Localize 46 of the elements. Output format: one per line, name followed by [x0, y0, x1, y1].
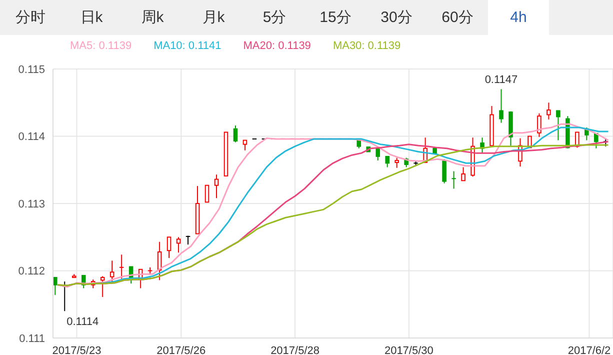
candlestick: [214, 174, 219, 199]
text: MA5: 0.1139: [70, 40, 132, 52]
candlestick: [546, 102, 551, 120]
candlestick: [110, 260, 114, 284]
candlestick: [233, 124, 238, 143]
candlestick: [499, 88, 504, 124]
y-tick-label: 0.112: [18, 266, 45, 278]
candlestick: [100, 276, 105, 298]
text: 4h: [488, 0, 549, 35]
text: MA30: 0.1139: [332, 40, 401, 52]
text: MA10: 0.1141: [154, 40, 222, 52]
x-tick-label: 2017/5/26: [156, 344, 206, 355]
candlestick: [451, 170, 456, 190]
x-tick-label: 2017/6/2: [568, 344, 611, 355]
candlestick: [176, 236, 181, 254]
text: 分时: [14, 8, 46, 28]
y-tick-label: 0.114: [18, 131, 45, 144]
text: 日k: [79, 8, 104, 28]
text: 30分: [380, 8, 414, 28]
candlestick: [118, 254, 124, 280]
x-tick-label: 2017/5/30: [384, 344, 434, 355]
x-tick-label: 2017/5/23: [52, 344, 102, 355]
candlestick: [556, 110, 560, 141]
candlestick: [385, 156, 390, 168]
text: 月k: [201, 8, 226, 28]
text: 周k: [140, 8, 165, 28]
candlestick: [204, 184, 210, 203]
candlestick: [376, 148, 380, 161]
text: MA20: 0.1139: [243, 40, 311, 52]
annotation: 0.1147: [484, 74, 518, 86]
candlestick: [461, 166, 466, 182]
candlestick: [53, 276, 58, 296]
y-tick-label: 0.111: [19, 332, 45, 345]
candlestick: [594, 133, 598, 149]
x-tick-label: 2017/5/28: [270, 344, 320, 355]
candlestick: [166, 236, 172, 258]
candlestick: [537, 112, 542, 138]
annotation: 0.1114: [66, 316, 99, 328]
text: 60分: [440, 8, 474, 28]
candlestick: [242, 140, 248, 151]
text: 5分: [262, 8, 288, 28]
candlestick: [394, 157, 399, 168]
text: 15分: [318, 8, 352, 28]
y-tick-label: 0.113: [18, 198, 45, 210]
y-tick-label: 0.115: [18, 64, 45, 76]
candlestick: [442, 158, 446, 184]
